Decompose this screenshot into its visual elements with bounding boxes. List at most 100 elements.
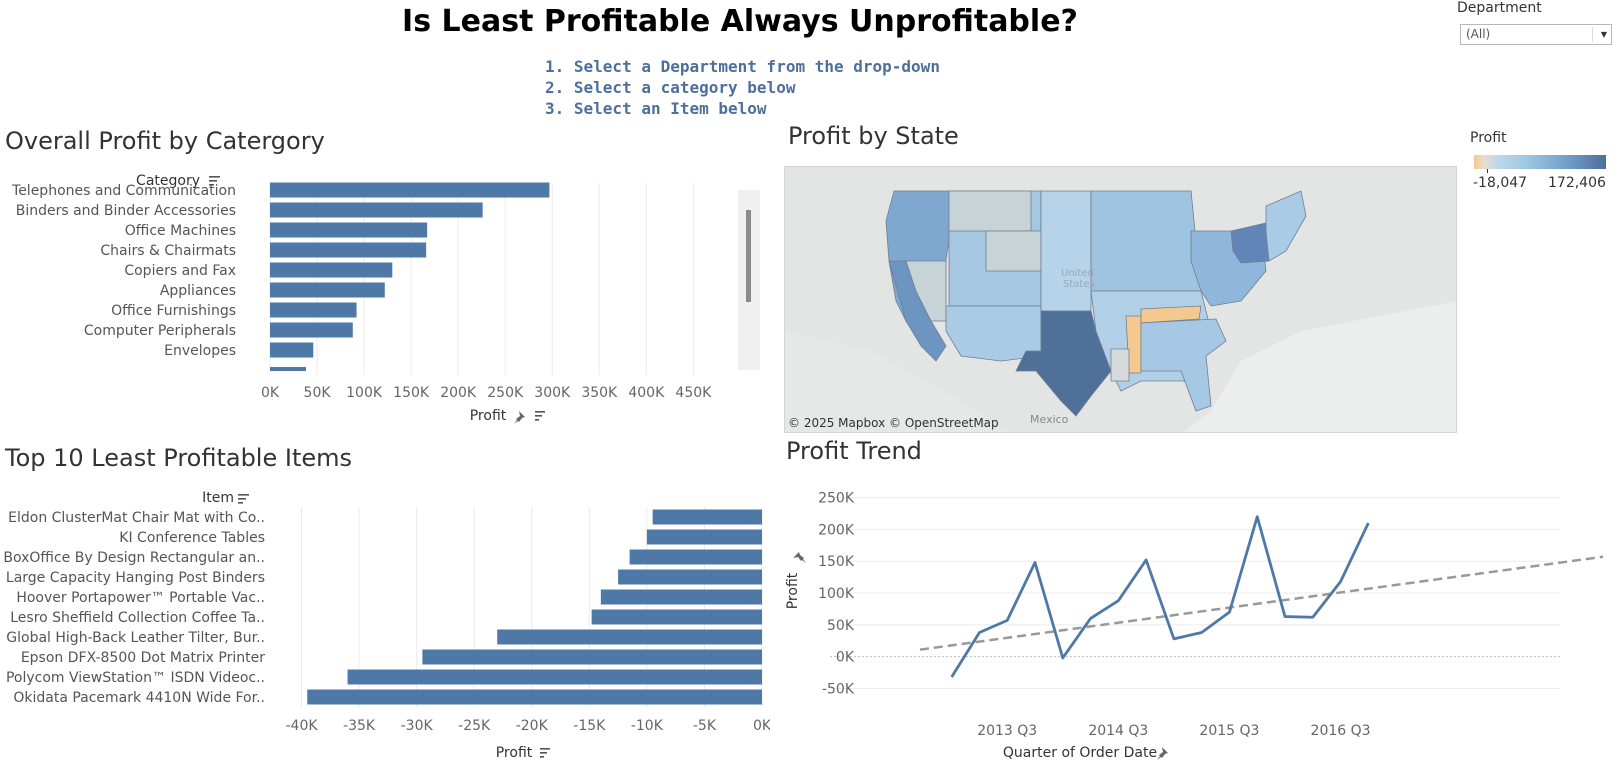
category-header[interactable]: Category (136, 173, 200, 189)
legend-max-label: 172,406 (1548, 175, 1606, 191)
chevron-down-icon[interactable]: ▼ (1600, 30, 1607, 39)
state-tennessee (1140, 305, 1202, 324)
item-label[interactable]: Global High-Back Leather Tilter, Bur.. (6, 630, 265, 646)
item-header[interactable]: Item (202, 490, 234, 506)
category-label[interactable]: Copiers and Fax (124, 263, 236, 279)
trend-line[interactable] (919, 555, 1604, 651)
data-point[interactable] (1283, 615, 1287, 619)
bar[interactable] (591, 609, 762, 625)
sort-icon[interactable] (238, 494, 249, 504)
data-point[interactable] (1227, 610, 1231, 614)
item-label[interactable]: Large Capacity Hanging Post Binders (6, 570, 265, 586)
category-label[interactable]: Binders and Binder Accessories (16, 203, 236, 219)
state-wyoming (985, 230, 1042, 272)
bar[interactable] (270, 242, 427, 258)
profit-trend-chart[interactable]: -50K 0K 50K 100K 150K 200K 250K 2013 Q3 2014 Q3… (770, 470, 1622, 769)
bar[interactable] (497, 629, 762, 645)
item-label[interactable]: BoxOffice By Design Rectangular an.. (3, 550, 265, 566)
y-tick-label: 50K (827, 618, 855, 634)
state-louisiana (1110, 348, 1130, 382)
data-point[interactable] (1116, 599, 1120, 603)
bar[interactable] (270, 282, 385, 298)
data-point[interactable] (1061, 656, 1065, 660)
bar[interactable] (270, 342, 314, 358)
data-point[interactable] (1311, 615, 1315, 619)
bar[interactable] (270, 322, 353, 338)
data-point[interactable] (1339, 580, 1343, 584)
data-point[interactable] (1255, 515, 1259, 519)
x-tick-label: 350K (581, 385, 618, 401)
data-point[interactable] (977, 630, 981, 634)
data-point[interactable] (1366, 521, 1370, 525)
x-tick-label: 400K (628, 385, 665, 401)
sort-icon[interactable] (209, 176, 220, 186)
department-dropdown[interactable]: (All) ▼ (1460, 24, 1612, 45)
map-attribution[interactable]: © 2025 Mapbox © OpenStreetMap (788, 416, 999, 430)
state-montana (948, 190, 1032, 232)
data-point[interactable] (1144, 558, 1148, 562)
x-tick-label: 150K (393, 385, 430, 401)
bar[interactable] (270, 222, 428, 238)
data-point[interactable] (950, 675, 954, 679)
x-tick-label: -15K (573, 718, 606, 734)
bar[interactable] (646, 529, 762, 545)
sort-icon[interactable] (535, 411, 545, 421)
bar[interactable] (270, 202, 483, 218)
x-tick-label: -30K (401, 718, 434, 734)
department-filter-label: Department (1457, 0, 1542, 16)
map-country-label: United (1061, 268, 1094, 279)
sort-icon[interactable] (540, 748, 550, 758)
bar[interactable] (347, 669, 762, 685)
item-label[interactable]: Eldon ClusterMat Chair Mat with Co.. (8, 510, 265, 526)
data-point[interactable] (1089, 616, 1093, 620)
bar[interactable] (270, 302, 357, 318)
bar[interactable] (618, 569, 762, 585)
category-label[interactable]: Office Machines (125, 223, 236, 239)
legend-min-label: -18,047 (1473, 175, 1528, 191)
category-label[interactable]: Computer Peripherals (84, 323, 236, 339)
pin-icon[interactable] (1157, 747, 1168, 760)
category-bar-chart[interactable]: Category Telephones and Communication Bin… (0, 165, 770, 430)
bar[interactable] (270, 182, 550, 198)
us-map[interactable]: United States (784, 166, 1457, 433)
bar[interactable] (600, 589, 762, 605)
data-point[interactable] (1033, 561, 1037, 565)
pin-icon[interactable] (514, 411, 525, 424)
y-tick-label: 100K (818, 586, 855, 602)
bar[interactable] (307, 689, 762, 705)
item-label[interactable]: Epson DFX-8500 Dot Matrix Printer (21, 650, 265, 666)
least-profitable-items-chart[interactable]: Item Eldon ClusterMat Chair Mat with Co.… (0, 487, 770, 769)
bar[interactable] (652, 509, 762, 525)
chart-scrollbar[interactable] (746, 210, 751, 302)
category-label[interactable]: Office Furnishings (111, 303, 236, 319)
item-label[interactable]: Polycom ViewStation™ ISDN Videoc.. (6, 670, 265, 686)
profit-series-line[interactable] (950, 515, 1370, 678)
item-label[interactable]: Okidata Pacemark 4410N Wide For.. (13, 690, 265, 706)
category-label[interactable]: Appliances (160, 283, 236, 299)
item-label[interactable]: Hoover Portapower™ Portable Vac.. (16, 590, 265, 606)
x-tick-label: -5K (693, 718, 717, 734)
category-label[interactable]: Telephones and Communication (11, 183, 236, 199)
x-tick-label: 250K (487, 385, 524, 401)
bar[interactable] (270, 262, 393, 278)
pin-icon[interactable] (793, 552, 806, 563)
bar[interactable] (422, 649, 762, 665)
items-chart-title: Top 10 Least Profitable Items (5, 444, 353, 472)
state-southeast (1140, 318, 1227, 412)
data-point[interactable] (1172, 637, 1176, 641)
state-texas (1015, 310, 1112, 417)
state-new-england (1265, 190, 1307, 262)
category-label[interactable]: Envelopes (164, 343, 236, 359)
data-point[interactable] (1200, 630, 1204, 634)
bar[interactable] (629, 549, 762, 565)
category-chart-title: Overall Profit by Catergory (5, 127, 325, 155)
bar-partial[interactable] (270, 367, 306, 371)
x-tick-label: -35K (343, 718, 376, 734)
state-nevada (905, 260, 947, 322)
x-tick-label: -10K (631, 718, 664, 734)
item-label[interactable]: KI Conference Tables (119, 530, 265, 546)
x-tick-label: -40K (285, 718, 318, 734)
data-point[interactable] (1005, 618, 1009, 622)
item-label[interactable]: Lesro Sheffield Collection Coffee Ta.. (10, 610, 265, 626)
category-label[interactable]: Chairs & Chairmats (100, 243, 236, 259)
